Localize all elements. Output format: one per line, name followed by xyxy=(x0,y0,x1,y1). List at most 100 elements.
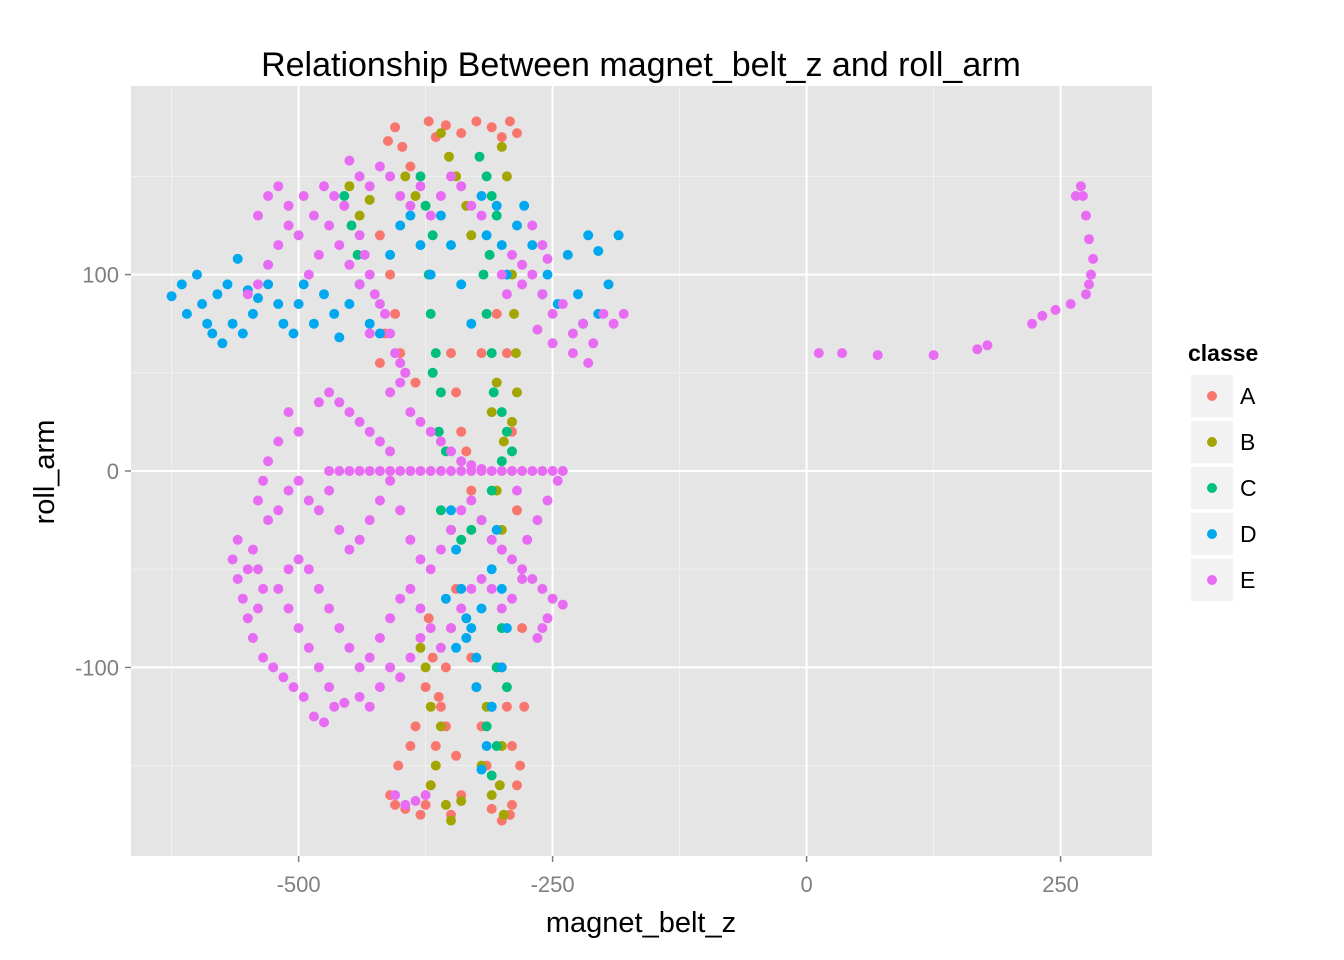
point-E xyxy=(1084,234,1094,245)
point-E xyxy=(258,652,269,663)
point-E xyxy=(456,456,467,467)
point-B xyxy=(446,815,456,826)
point-D xyxy=(288,328,299,339)
point-E xyxy=(837,348,848,359)
point-D xyxy=(217,338,228,349)
point-E xyxy=(242,613,253,624)
y-tick-label: 0 xyxy=(107,459,119,484)
point-E xyxy=(339,697,350,708)
point-E xyxy=(537,583,548,594)
point-B xyxy=(410,191,421,201)
point-A xyxy=(461,446,472,457)
point-D xyxy=(471,682,482,693)
point-E xyxy=(298,691,309,702)
point-D xyxy=(593,246,604,256)
point-E xyxy=(486,534,497,545)
point-E xyxy=(273,240,284,251)
point-E xyxy=(385,662,396,673)
point-C xyxy=(491,210,502,221)
point-E xyxy=(364,328,375,339)
point-E xyxy=(608,318,619,329)
point-E xyxy=(298,191,309,201)
point-E xyxy=(517,279,528,290)
point-E xyxy=(385,446,396,457)
point-E xyxy=(435,191,446,201)
point-E xyxy=(456,505,467,516)
point-E xyxy=(283,200,294,211)
point-E xyxy=(557,299,568,309)
legend-label: E xyxy=(1240,567,1255,593)
point-E xyxy=(319,181,329,192)
point-A xyxy=(512,505,522,516)
point-E xyxy=(395,358,406,368)
point-E xyxy=(364,269,375,280)
point-D xyxy=(415,240,426,251)
point-E xyxy=(517,259,528,270)
y-axis-title: roll_arm xyxy=(29,420,61,525)
point-A xyxy=(390,308,401,319)
point-E xyxy=(557,466,568,476)
x-axis-title: magnet_belt_z xyxy=(546,907,736,939)
point-A xyxy=(390,799,401,810)
point-A xyxy=(515,760,526,771)
point-E xyxy=(395,505,406,516)
point-E xyxy=(390,790,401,801)
point-E xyxy=(263,259,274,270)
point-E xyxy=(313,662,324,673)
point-E xyxy=(1075,181,1086,192)
point-E xyxy=(232,574,243,584)
point-E xyxy=(232,534,243,545)
point-E xyxy=(283,407,294,418)
point-D xyxy=(440,593,451,604)
point-D xyxy=(451,642,462,653)
point-B xyxy=(440,799,451,810)
point-A xyxy=(446,348,456,359)
point-A xyxy=(476,348,487,359)
point-E xyxy=(578,318,589,329)
point-E xyxy=(1077,191,1088,201)
point-E xyxy=(253,603,263,614)
point-E xyxy=(517,564,528,575)
point-E xyxy=(374,436,385,447)
point-E xyxy=(293,426,304,437)
point-E xyxy=(395,672,406,683)
point-D xyxy=(278,318,289,329)
point-B xyxy=(466,230,477,241)
point-D xyxy=(293,299,304,309)
point-E xyxy=(344,544,355,555)
point-C xyxy=(435,505,446,516)
point-E xyxy=(496,603,507,614)
point-E xyxy=(1070,191,1081,201)
point-B xyxy=(496,141,507,152)
point-D xyxy=(202,318,213,329)
point-E xyxy=(283,564,294,575)
point-D xyxy=(395,220,406,231)
point-E xyxy=(567,328,578,339)
point-E xyxy=(288,682,299,693)
point-E xyxy=(435,544,446,555)
point-E xyxy=(507,249,517,260)
point-E xyxy=(354,691,365,702)
point-E xyxy=(334,524,345,535)
point-D xyxy=(466,623,477,634)
point-E xyxy=(410,796,421,806)
point-E xyxy=(1086,269,1096,280)
point-D xyxy=(166,291,177,302)
point-C xyxy=(484,249,495,260)
point-E xyxy=(456,181,467,192)
point-E xyxy=(415,466,426,476)
point-B xyxy=(344,181,355,192)
legend-label: C xyxy=(1240,475,1257,501)
point-E xyxy=(303,495,314,506)
point-A xyxy=(430,741,441,751)
point-E xyxy=(527,220,538,231)
point-E xyxy=(486,583,497,594)
point-E xyxy=(395,377,406,388)
point-A xyxy=(415,809,426,820)
point-B xyxy=(491,377,502,388)
point-A xyxy=(423,116,434,127)
point-E xyxy=(405,652,416,663)
point-B xyxy=(420,662,431,673)
point-C xyxy=(427,367,438,378)
point-E xyxy=(313,583,324,594)
